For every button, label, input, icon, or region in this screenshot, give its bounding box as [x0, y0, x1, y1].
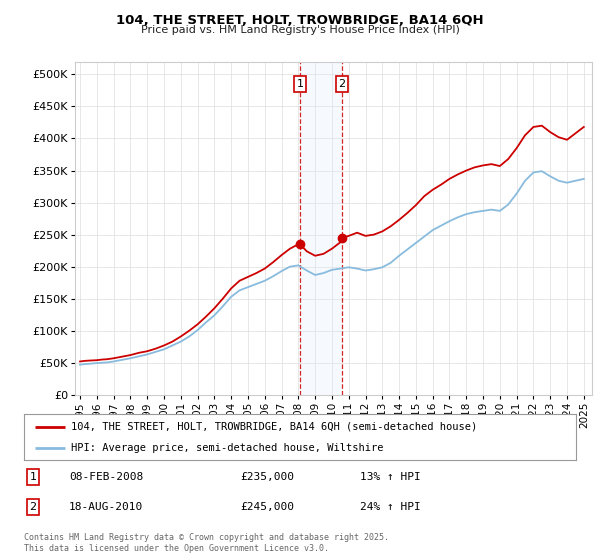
Text: Contains HM Land Registry data © Crown copyright and database right 2025.
This d: Contains HM Land Registry data © Crown c… [24, 533, 389, 553]
Text: 13% ↑ HPI: 13% ↑ HPI [360, 472, 421, 482]
Text: HPI: Average price, semi-detached house, Wiltshire: HPI: Average price, semi-detached house,… [71, 443, 383, 453]
Text: 24% ↑ HPI: 24% ↑ HPI [360, 502, 421, 512]
Text: 2: 2 [338, 79, 346, 89]
Text: 104, THE STREET, HOLT, TROWBRIDGE, BA14 6QH (semi-detached house): 104, THE STREET, HOLT, TROWBRIDGE, BA14 … [71, 422, 477, 432]
Text: 1: 1 [296, 79, 304, 89]
Text: 08-FEB-2008: 08-FEB-2008 [69, 472, 143, 482]
Bar [300, 62, 342, 395]
Text: 18-AUG-2010: 18-AUG-2010 [69, 502, 143, 512]
Text: £235,000: £235,000 [240, 472, 294, 482]
Text: 2: 2 [29, 502, 37, 512]
Text: 104, THE STREET, HOLT, TROWBRIDGE, BA14 6QH: 104, THE STREET, HOLT, TROWBRIDGE, BA14 … [116, 14, 484, 27]
Text: £245,000: £245,000 [240, 502, 294, 512]
Text: Price paid vs. HM Land Registry's House Price Index (HPI): Price paid vs. HM Land Registry's House … [140, 25, 460, 35]
Text: 1: 1 [29, 472, 37, 482]
